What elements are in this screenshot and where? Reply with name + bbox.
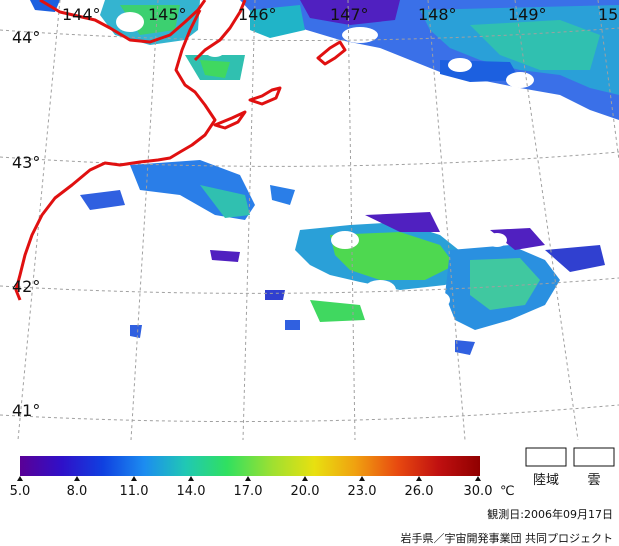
lon-line-144 [17, 0, 61, 440]
graticule [0, 0, 619, 440]
unit-label: ℃ [500, 484, 515, 499]
kunashiri-coast [248, 86, 282, 106]
tick-label-5: 5.0 [10, 484, 31, 499]
etorofu-coast [316, 40, 347, 66]
tick-label-11: 11.0 [120, 484, 149, 499]
lon-label-146: 146° [238, 5, 277, 24]
lon-label-150: 15 [598, 5, 618, 24]
credit-line: 岩手県／宇宙開発事業団 共同プロジェクト [400, 532, 614, 545]
cloud-legend: 雲 [573, 447, 615, 488]
tick-label-26: 26.0 [405, 484, 434, 499]
lat-line-44 [0, 27, 619, 42]
lon-label-148: 148° [418, 5, 457, 24]
lat-label-41: 41° [12, 401, 40, 420]
legend: 5.0 8.0 11.0 14.0 17.0 20.0 23.0 26.0 30… [10, 447, 615, 499]
lon-label-145: 145° [148, 5, 187, 24]
tick-label-17: 17.0 [234, 484, 263, 499]
lat-line-41 [0, 404, 619, 423]
lat-labels: 44° 43° 42° 41° [12, 28, 40, 420]
lon-line-149 [514, 0, 579, 440]
tick-label-14: 14.0 [177, 484, 206, 499]
hokkaido-east-coast [39, 0, 207, 44]
land-swatch [525, 447, 567, 467]
lat-label-43: 43° [12, 153, 40, 172]
lon-line-147 [347, 0, 356, 440]
lon-line-148 [427, 0, 466, 440]
lat-line-43 [0, 151, 619, 167]
lat-line-42 [0, 277, 619, 294]
color-scale-ticks [17, 476, 481, 481]
lat-label-44: 44° [12, 28, 40, 47]
nemuro-peninsula-coast [14, 9, 217, 301]
land-legend: 陸域 [525, 447, 567, 488]
land-label: 陸域 [533, 472, 559, 488]
sst-data-layer [30, 0, 619, 355]
shikotan-coast [213, 110, 247, 130]
shiretoko-coast [193, 0, 247, 62]
lon-label-149: 149° [508, 5, 547, 24]
lat-label-42: 42° [12, 277, 40, 296]
sst-map: 144° 145° 146° 147° 148° 149° 15 44° 43°… [0, 0, 619, 440]
tick-label-30: 30.0 [464, 484, 493, 499]
lon-line-150 [597, 0, 619, 161]
observation-date: 観測日:2006年09月17日 [487, 508, 613, 521]
lon-label-144: 144° [62, 5, 101, 24]
tick-label-20: 20.0 [291, 484, 320, 499]
lon-label-147: 147° [330, 5, 369, 24]
color-scale-bar [20, 456, 480, 476]
cloud-label: 雲 [587, 473, 600, 488]
lon-labels: 144° 145° 146° 147° 148° 149° 15 [62, 5, 618, 24]
color-scale-labels: 5.0 8.0 11.0 14.0 17.0 20.0 23.0 26.0 30… [10, 484, 515, 499]
coastline [14, 0, 347, 301]
lon-line-146 [242, 0, 256, 440]
tick-label-23: 23.0 [348, 484, 377, 499]
cloud-swatch [573, 447, 615, 467]
lon-line-145 [130, 0, 159, 440]
tick-label-8: 8.0 [67, 484, 88, 499]
